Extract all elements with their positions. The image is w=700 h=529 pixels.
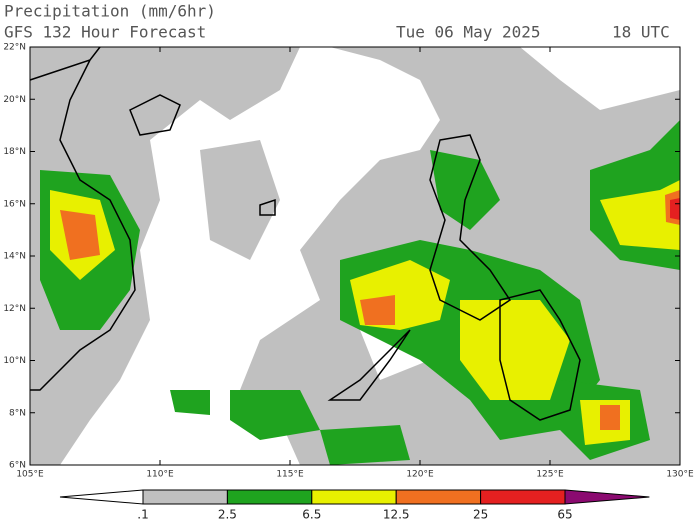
- lon-label: 115°E: [276, 470, 304, 480]
- lat-label: 10°N: [3, 356, 26, 366]
- subtitle: GFS 132 Hour Forecast: [4, 23, 206, 42]
- lon-label: 125°E: [536, 470, 564, 480]
- colorbar-end: [564, 489, 650, 505]
- lon-label: 130°E: [666, 470, 694, 480]
- rain-extreme: [670, 198, 680, 220]
- lon-label: 110°E: [146, 470, 174, 480]
- colorbar-end: [59, 489, 144, 505]
- colorbar-label: 12.5: [383, 508, 410, 522]
- coastlines: [29, 46, 581, 421]
- lat-label: 18°N: [3, 147, 26, 157]
- colorbar-label: 6.5: [302, 508, 321, 522]
- lon-label: 120°E: [406, 470, 434, 480]
- colorbar-label: 2.5: [218, 508, 237, 522]
- lon-label: 105°E: [16, 470, 44, 480]
- colorbar-segment: [142, 489, 228, 505]
- title: Precipitation (mm/6hr): [4, 2, 216, 21]
- lat-label: 20°N: [3, 95, 26, 105]
- colorbar-segment: [480, 489, 566, 505]
- colorbar-label: 65: [557, 508, 572, 522]
- date: Tue 06 May 2025: [396, 23, 541, 42]
- colorbar-segment: [311, 489, 397, 505]
- lat-label: 6°N: [9, 461, 26, 471]
- lat-label: 22°N: [3, 43, 26, 53]
- map: [29, 46, 681, 466]
- time: 18 UTC: [612, 23, 670, 42]
- colorbar-segment: [395, 489, 482, 505]
- colorbar-label: .1: [137, 508, 148, 522]
- lat-label: 16°N: [3, 199, 26, 209]
- colorbar-segment: [226, 489, 313, 505]
- colorbar-label: 25: [473, 508, 488, 522]
- lat-label: 12°N: [3, 304, 26, 314]
- lat-label: 14°N: [3, 252, 26, 262]
- lat-label: 8°N: [9, 408, 26, 418]
